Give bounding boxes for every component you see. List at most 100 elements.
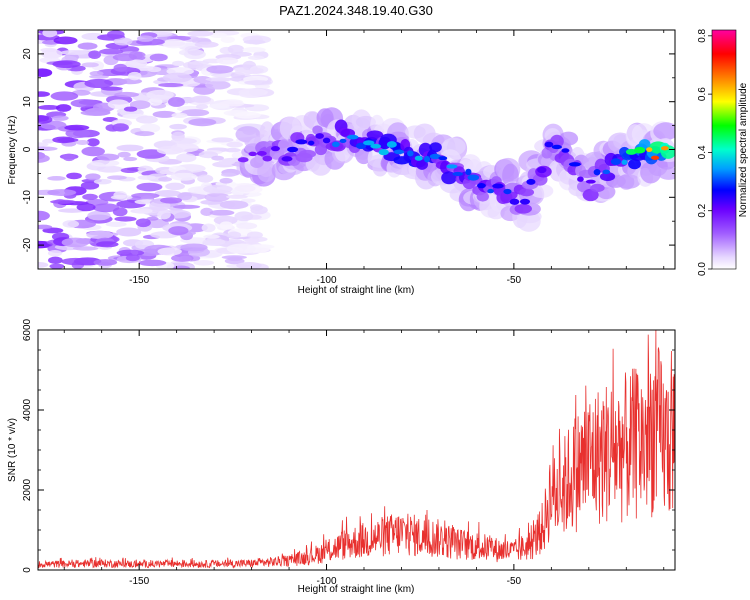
heatmap-noise-blob bbox=[116, 227, 142, 237]
heatmap-core-blob bbox=[492, 183, 504, 189]
heatmap-noise-blob bbox=[202, 238, 226, 246]
heatmap-noise-blob bbox=[62, 153, 76, 162]
heatmap-noise-blob bbox=[85, 173, 101, 181]
heatmap-noise-blob bbox=[246, 231, 263, 239]
heatmap-noise-blob bbox=[89, 71, 104, 77]
heatmap-noise-blob bbox=[172, 60, 185, 67]
heatmap-noise-blob bbox=[224, 147, 241, 153]
x-tick-label: -150 bbox=[129, 275, 149, 286]
heatmap-noise-blob bbox=[234, 69, 254, 75]
heatmap-noise-blob bbox=[157, 247, 182, 256]
heatmap-core-blob bbox=[477, 183, 486, 189]
heatmap-core-blob bbox=[393, 149, 405, 155]
heatmap-noise-blob bbox=[148, 97, 163, 106]
heatmap-noise-blob bbox=[162, 38, 186, 49]
heatmap-noise-blob bbox=[226, 243, 257, 254]
colorbar-tick-label: 0.4 bbox=[697, 145, 708, 159]
heatmap-noise-blob bbox=[125, 59, 148, 68]
heatmap-noise-blob bbox=[154, 190, 182, 197]
snr-y-ticks: 0 2000 4000 6000 bbox=[22, 318, 675, 573]
heatmap-halo-blob bbox=[657, 166, 675, 180]
heatmap-noise-blob bbox=[125, 254, 140, 262]
heatmap-noise bbox=[38, 30, 275, 269]
heatmap-core-blob bbox=[621, 159, 628, 165]
heatmap-noise-blob bbox=[147, 66, 162, 73]
heatmap-noise-blob bbox=[57, 137, 79, 143]
heatmap-core-blob bbox=[315, 133, 324, 139]
heatmap-halo-blob bbox=[516, 210, 541, 232]
heatmap-noise-blob bbox=[238, 88, 268, 97]
snr-xlabel: Height of straight line (km) bbox=[298, 584, 415, 595]
heatmap-noise-blob bbox=[116, 144, 144, 152]
heatmap-core-blob bbox=[452, 171, 464, 177]
heatmap-noise-blob bbox=[240, 198, 256, 203]
heatmap-noise-blob bbox=[38, 115, 53, 124]
heatmap-noise-blob bbox=[38, 210, 50, 221]
heatmap-noise-blob bbox=[195, 104, 209, 110]
spectrogram-ylabel: Frequency (Hz) bbox=[7, 116, 18, 185]
heatmap-core-blob bbox=[370, 143, 382, 149]
heatmap-noise-blob bbox=[92, 203, 120, 213]
heatmap-noise-blob bbox=[134, 131, 155, 137]
heatmap-noise-blob bbox=[244, 80, 272, 86]
heatmap-noise-blob bbox=[40, 47, 58, 53]
heatmap-noise-blob bbox=[183, 49, 206, 60]
snr-x-ticks: -150 -100 -50 bbox=[63, 330, 665, 587]
heatmap-core-blob bbox=[526, 178, 536, 185]
heatmap-noise-blob bbox=[216, 57, 239, 65]
heatmap-noise-blob bbox=[113, 37, 133, 46]
heatmap-core-blob bbox=[509, 198, 520, 205]
heatmap-noise-blob bbox=[117, 151, 131, 158]
heatmap-noise-blob bbox=[167, 97, 185, 107]
heatmap-noise-blob bbox=[137, 175, 157, 180]
spectrogram-xlabel: Height of straight line (km) bbox=[298, 285, 415, 296]
heatmap-core-blob bbox=[281, 156, 293, 162]
heatmap-noise-blob bbox=[84, 78, 114, 89]
heatmap-noise-blob bbox=[162, 72, 192, 83]
heatmap-ridge-blob bbox=[590, 183, 605, 193]
heatmap-noise-blob bbox=[205, 80, 231, 90]
heatmap-noise-blob bbox=[254, 84, 270, 89]
heatmap-core-blob bbox=[256, 150, 267, 156]
heatmap-core-blob bbox=[295, 139, 308, 145]
heatmap-noise-blob bbox=[113, 191, 127, 199]
heatmap-noise-blob bbox=[140, 123, 161, 133]
heatmap-noise-blob bbox=[62, 220, 80, 228]
heatmap-noise-blob bbox=[96, 153, 120, 161]
x-tick-label: -100 bbox=[317, 275, 337, 286]
heatmap-noise-blob bbox=[47, 189, 77, 196]
heatmap-ridge-blob bbox=[582, 188, 599, 202]
heatmap-core-blob bbox=[346, 134, 359, 140]
heatmap-core-blob bbox=[465, 168, 472, 176]
heatmap-noise-blob bbox=[158, 82, 184, 88]
heatmap-noise-blob bbox=[134, 208, 153, 214]
heatmap-noise-blob bbox=[47, 176, 66, 181]
x-tick-label: -50 bbox=[507, 576, 522, 587]
y-tick-label: 0 bbox=[22, 567, 33, 573]
heatmap-noise-blob bbox=[76, 203, 96, 212]
heatmap-halo-blob bbox=[653, 122, 675, 141]
heatmap-noise-blob bbox=[209, 32, 228, 39]
heatmap-noise-blob bbox=[158, 176, 172, 182]
heatmap-noise-blob bbox=[114, 91, 140, 98]
heatmap-noise-blob bbox=[227, 231, 242, 239]
heatmap-noise-blob bbox=[75, 140, 90, 145]
heatmap-noise-blob bbox=[49, 263, 65, 269]
heatmap-noise-blob bbox=[123, 156, 138, 162]
heatmap-ridge-blob bbox=[312, 125, 323, 135]
colorbar-tick-label: 0.0 bbox=[697, 262, 708, 276]
heatmap-core-blob bbox=[537, 166, 547, 174]
heatmap-noise-blob bbox=[87, 210, 111, 221]
heatmap-noise-blob bbox=[209, 209, 235, 216]
heatmap-noise-blob bbox=[243, 39, 266, 45]
heatmap-ridge-blob bbox=[550, 134, 564, 148]
heatmap-noise-blob bbox=[70, 98, 99, 108]
heatmap-noise-blob bbox=[220, 172, 237, 177]
heatmap-noise-blob bbox=[135, 115, 158, 124]
heatmap-noise-blob bbox=[129, 100, 151, 110]
x-tick-label: -150 bbox=[129, 576, 149, 587]
heatmap-ridge-blob bbox=[429, 142, 442, 153]
heatmap-noise-blob bbox=[38, 262, 49, 268]
heatmap-noise-blob bbox=[194, 41, 219, 48]
